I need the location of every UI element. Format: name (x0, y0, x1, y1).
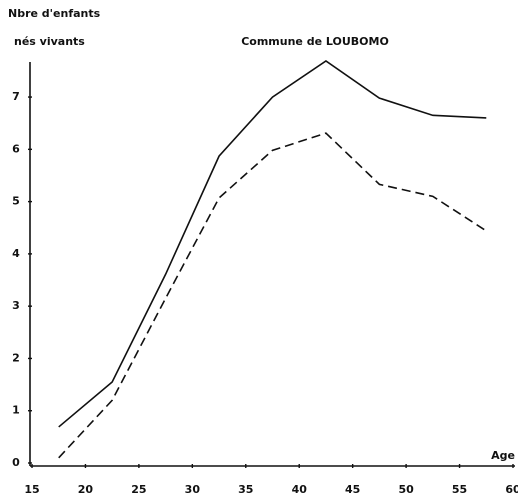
y-tick-label: 1 (12, 404, 20, 417)
y-tick-label: 0 (12, 456, 20, 469)
y-axis-label: Nbre d'enfants (8, 7, 101, 20)
data-line (58, 132, 487, 459)
x-tick-label: 30 (185, 483, 201, 496)
x-tick-label: 40 (292, 483, 308, 496)
y-tick-label: 3 (12, 299, 20, 312)
x-tick-label: 60 (505, 483, 518, 496)
y-axis-label: nés vivants (14, 35, 85, 48)
y-tick-label: 4 (12, 247, 20, 260)
y-tick-label: 7 (12, 90, 20, 103)
chart-title: Commune de LOUBOMO (241, 35, 389, 48)
y-tick-label: 5 (12, 195, 20, 208)
x-tick-label: 50 (398, 483, 414, 496)
x-tick-label: 35 (238, 483, 253, 496)
x-tick-label: 45 (345, 483, 360, 496)
data-line (58, 60, 487, 428)
y-tick-label: 6 (12, 142, 20, 155)
x-tick-label: 25 (131, 483, 146, 496)
y-tick-label: 2 (12, 351, 20, 364)
x-tick-label: 15 (24, 483, 39, 496)
x-tick-label: 55 (452, 483, 467, 496)
x-tick-label: 20 (78, 483, 94, 496)
x-axis-label: Age (491, 449, 515, 462)
